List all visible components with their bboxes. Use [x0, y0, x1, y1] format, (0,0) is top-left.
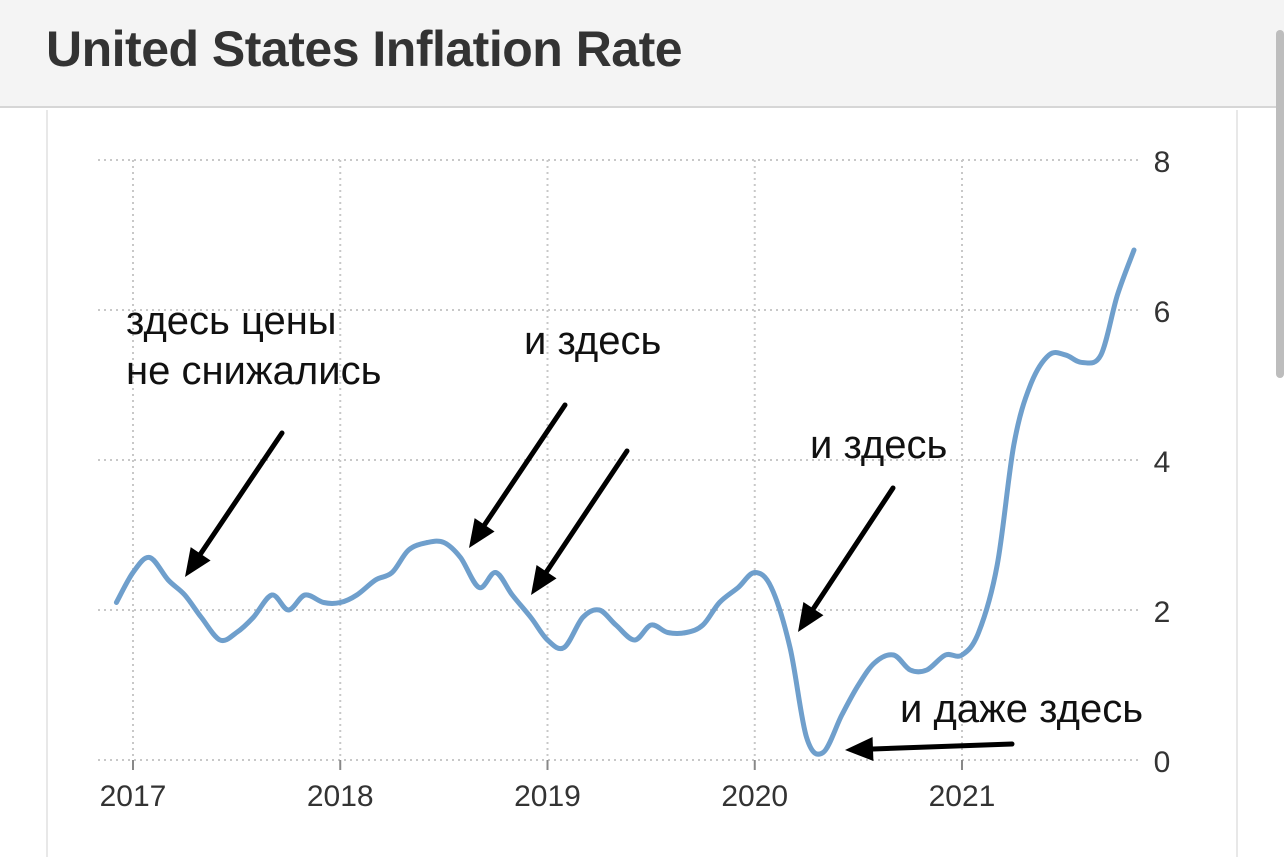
chart-title: United States Inflation Rate — [46, 21, 683, 77]
arrow-1 — [185, 430, 285, 577]
annotation-1-line-2: не снижались — [126, 349, 382, 393]
chart-tick-labels: 0 2 4 6 8 2017 2018 2019 2020 2021 — [100, 146, 1171, 813]
arrow-5 — [845, 737, 1015, 761]
chart-header: United States Inflation Rate — [0, 0, 1284, 378]
annotation-4: и даже здесь — [900, 687, 1144, 731]
y-tick-label-8: 8 — [1154, 146, 1171, 179]
annotation-3: и здесь — [810, 423, 948, 467]
x-tick-label-2019: 2019 — [514, 780, 581, 813]
chart-grid — [98, 159, 1140, 770]
y-tick-label-2: 2 — [1154, 596, 1171, 629]
x-tick-label-2017: 2017 — [100, 780, 167, 813]
annotation-1-line-1: здесь цены — [126, 299, 337, 343]
inflation-line — [113, 247, 1137, 757]
x-tick-label-2020: 2020 — [721, 780, 788, 813]
y-tick-label-6: 6 — [1154, 296, 1171, 329]
y-tick-label-0: 0 — [1154, 746, 1171, 779]
arrow-2 — [469, 402, 568, 548]
arrow-4 — [798, 485, 896, 632]
annotation-1: здесь цены не снижались — [126, 296, 381, 396]
y-tick-label-4: 4 — [1154, 446, 1171, 479]
annotation-arrows — [185, 402, 1015, 761]
x-tick-label-2018: 2018 — [307, 780, 374, 813]
chart-panel — [46, 110, 1238, 857]
scrollbar[interactable] — [1276, 30, 1284, 378]
x-tick-label-2021: 2021 — [929, 780, 996, 813]
annotation-2: и здесь — [524, 319, 662, 363]
arrow-3 — [531, 448, 630, 595]
